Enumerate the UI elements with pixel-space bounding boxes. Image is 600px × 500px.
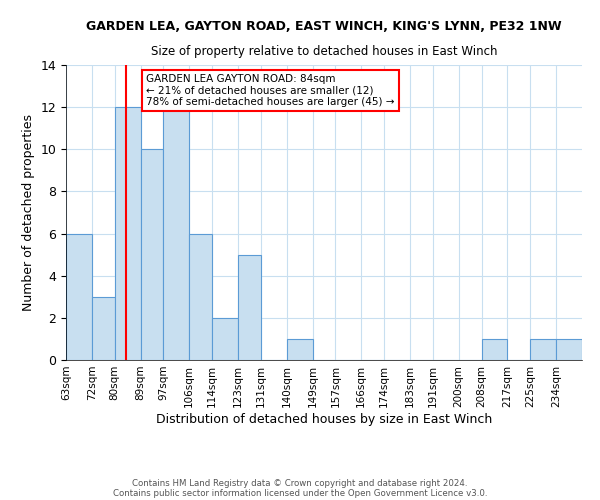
Bar — [115, 107, 140, 360]
Text: GARDEN LEA GAYTON ROAD: 84sqm
← 21% of detached houses are smaller (12)
78% of s: GARDEN LEA GAYTON ROAD: 84sqm ← 21% of d… — [146, 74, 394, 107]
Bar — [66, 234, 92, 360]
Bar — [482, 339, 508, 360]
Text: Size of property relative to detached houses in East Winch: Size of property relative to detached ho… — [151, 45, 497, 58]
X-axis label: Distribution of detached houses by size in East Winch: Distribution of detached houses by size … — [156, 412, 492, 426]
Bar — [189, 234, 212, 360]
Text: Contains public sector information licensed under the Open Government Licence v3: Contains public sector information licen… — [113, 488, 487, 498]
Bar — [92, 297, 115, 360]
Bar — [212, 318, 238, 360]
Y-axis label: Number of detached properties: Number of detached properties — [22, 114, 35, 311]
Bar — [238, 254, 261, 360]
Bar — [556, 339, 582, 360]
Bar — [140, 150, 163, 360]
Bar — [530, 339, 556, 360]
Bar — [163, 107, 189, 360]
Text: Contains HM Land Registry data © Crown copyright and database right 2024.: Contains HM Land Registry data © Crown c… — [132, 478, 468, 488]
Text: GARDEN LEA, GAYTON ROAD, EAST WINCH, KING'S LYNN, PE32 1NW: GARDEN LEA, GAYTON ROAD, EAST WINCH, KIN… — [86, 20, 562, 33]
Bar — [287, 339, 313, 360]
